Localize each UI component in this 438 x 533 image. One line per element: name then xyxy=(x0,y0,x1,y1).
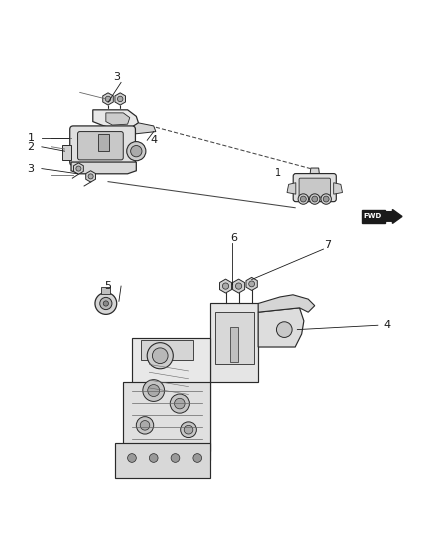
Circle shape xyxy=(276,322,292,337)
Polygon shape xyxy=(258,295,315,312)
FancyBboxPatch shape xyxy=(299,178,330,197)
Circle shape xyxy=(88,174,93,179)
Text: 4: 4 xyxy=(383,320,390,330)
Bar xyxy=(230,327,238,362)
Circle shape xyxy=(312,196,318,202)
Circle shape xyxy=(323,196,329,202)
Text: 2: 2 xyxy=(28,142,35,152)
Polygon shape xyxy=(130,123,156,134)
Circle shape xyxy=(300,196,306,202)
Circle shape xyxy=(298,194,308,204)
Circle shape xyxy=(175,398,185,409)
Circle shape xyxy=(76,166,81,171)
Polygon shape xyxy=(132,338,210,451)
Polygon shape xyxy=(71,162,136,174)
Circle shape xyxy=(223,283,229,289)
Polygon shape xyxy=(103,93,113,105)
FancyBboxPatch shape xyxy=(70,126,135,166)
FancyBboxPatch shape xyxy=(293,174,336,201)
Text: 1: 1 xyxy=(28,133,35,143)
Polygon shape xyxy=(86,171,95,182)
Circle shape xyxy=(147,343,173,369)
Polygon shape xyxy=(106,113,130,125)
Circle shape xyxy=(95,293,117,314)
Polygon shape xyxy=(115,443,210,478)
Circle shape xyxy=(127,454,136,462)
Circle shape xyxy=(171,454,180,462)
Circle shape xyxy=(152,348,168,364)
Bar xyxy=(99,134,109,151)
Bar xyxy=(361,211,385,223)
Circle shape xyxy=(148,384,160,397)
Text: 1: 1 xyxy=(275,168,281,178)
Text: FWD: FWD xyxy=(363,213,381,220)
Polygon shape xyxy=(246,277,257,290)
Circle shape xyxy=(100,297,112,310)
Circle shape xyxy=(105,96,111,102)
Polygon shape xyxy=(62,144,71,160)
Circle shape xyxy=(131,146,142,157)
Circle shape xyxy=(170,394,189,413)
Circle shape xyxy=(184,425,193,434)
Polygon shape xyxy=(310,168,320,176)
Circle shape xyxy=(127,142,146,161)
Bar xyxy=(141,341,193,360)
Polygon shape xyxy=(258,308,304,347)
Text: 6: 6 xyxy=(231,233,238,243)
Text: 3: 3 xyxy=(113,72,120,82)
Polygon shape xyxy=(287,183,296,194)
Polygon shape xyxy=(210,303,258,382)
Text: 7: 7 xyxy=(324,240,332,250)
Polygon shape xyxy=(123,382,210,460)
Circle shape xyxy=(117,96,123,102)
Circle shape xyxy=(136,417,154,434)
FancyBboxPatch shape xyxy=(78,132,123,160)
Polygon shape xyxy=(219,279,232,293)
FancyArrow shape xyxy=(385,209,402,223)
Polygon shape xyxy=(233,279,244,293)
Text: 3: 3 xyxy=(28,164,35,174)
Circle shape xyxy=(149,454,158,462)
Circle shape xyxy=(310,194,320,204)
Text: 5: 5 xyxy=(105,281,112,291)
Circle shape xyxy=(321,194,332,204)
Circle shape xyxy=(236,283,242,289)
Bar xyxy=(215,312,254,365)
Polygon shape xyxy=(334,183,343,194)
Bar xyxy=(102,287,110,294)
Polygon shape xyxy=(74,163,83,174)
Circle shape xyxy=(143,379,165,401)
Circle shape xyxy=(193,454,201,462)
Circle shape xyxy=(181,422,196,438)
Circle shape xyxy=(140,421,150,430)
Circle shape xyxy=(249,281,254,287)
Text: 4: 4 xyxy=(150,135,157,146)
Polygon shape xyxy=(93,110,138,128)
Polygon shape xyxy=(115,93,125,105)
Circle shape xyxy=(103,301,109,306)
